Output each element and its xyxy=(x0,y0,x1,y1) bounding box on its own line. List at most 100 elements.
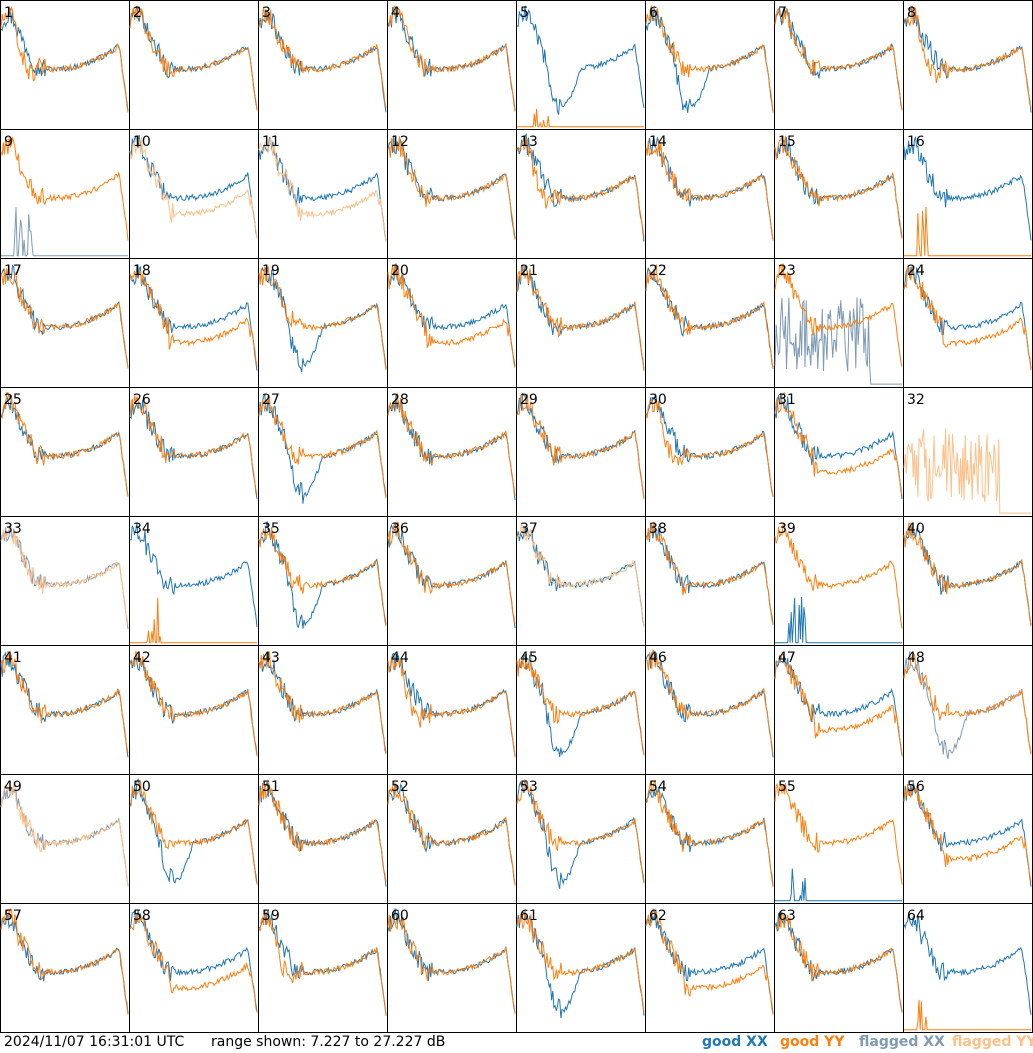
series-yy-line xyxy=(387,911,516,1014)
panel-frame xyxy=(129,516,259,646)
series-xx-line xyxy=(774,392,903,499)
panel-frame xyxy=(516,387,646,517)
series-xx-line xyxy=(903,913,1032,1015)
panel-31: 31 xyxy=(774,387,904,517)
panel-6: 6 xyxy=(645,0,775,130)
series-xx-line xyxy=(903,265,1032,369)
panel-label: 60 xyxy=(391,908,409,924)
panel-21: 21 xyxy=(516,258,646,388)
panel-label: 24 xyxy=(907,263,925,279)
panel-label: 14 xyxy=(649,134,667,150)
panel-frame xyxy=(387,0,517,130)
panel-59: 59 xyxy=(258,903,388,1033)
panel-label: 3 xyxy=(262,5,271,21)
series-yy-line xyxy=(774,391,903,495)
panel-53: 53 xyxy=(516,774,646,904)
panel-frame xyxy=(387,129,517,259)
series-xx-line xyxy=(258,909,387,1015)
series-xx-line xyxy=(129,522,258,627)
panel-frame xyxy=(0,387,130,517)
series-xx-line xyxy=(774,297,902,385)
panel-frame xyxy=(774,774,904,904)
series-yy-line xyxy=(258,526,387,627)
panel-frame xyxy=(903,258,1033,388)
panel-frame xyxy=(774,258,904,388)
panel-label: 20 xyxy=(391,263,409,279)
panel-label: 16 xyxy=(907,134,925,150)
panel-label: 56 xyxy=(907,779,925,795)
series-yy-line xyxy=(387,264,516,368)
series-yy-line xyxy=(130,597,257,644)
panel-57: 57 xyxy=(0,903,130,1033)
series-yy-line xyxy=(0,5,129,113)
series-yy-line xyxy=(903,652,1032,755)
series-yy-line xyxy=(645,399,774,498)
panel-label: 28 xyxy=(391,392,409,408)
panel-frame xyxy=(258,0,388,130)
series-yy-line xyxy=(903,522,1032,627)
panel-56: 56 xyxy=(903,774,1033,904)
panel-frame xyxy=(129,129,259,259)
series-yy-line xyxy=(645,908,774,1015)
panel-label: 2 xyxy=(133,5,142,21)
panel-frame xyxy=(645,774,775,904)
panel-40: 40 xyxy=(903,516,1033,646)
series-yy-line xyxy=(516,138,645,238)
series-xx-line xyxy=(516,526,645,626)
panel-label: 44 xyxy=(391,650,409,666)
panel-frame xyxy=(258,903,388,1033)
series-yy-line xyxy=(516,264,645,372)
panel-frame xyxy=(645,903,775,1033)
panel-label: 33 xyxy=(4,521,22,537)
series-xx-line xyxy=(775,868,902,902)
series-yy-line xyxy=(774,782,903,885)
panel-label: 52 xyxy=(391,779,409,795)
panel-2: 2 xyxy=(129,0,259,130)
series-yy-line xyxy=(645,521,774,626)
series-xx-line xyxy=(0,651,129,758)
series-xx-line xyxy=(645,522,774,624)
panel-10: 10 xyxy=(129,129,259,259)
series-xx-line xyxy=(516,264,645,370)
panel-label: 54 xyxy=(649,779,667,795)
panel-frame xyxy=(129,774,259,904)
panel-45: 45 xyxy=(516,645,646,775)
series-yy-line xyxy=(0,267,129,369)
panel-frame xyxy=(903,774,1033,904)
series-yy-line xyxy=(645,779,774,887)
panel-label: 34 xyxy=(133,521,151,537)
panel-label: 23 xyxy=(778,263,796,279)
panel-41: 41 xyxy=(0,645,130,775)
panel-frame xyxy=(258,645,388,775)
series-yy-line xyxy=(387,4,516,112)
series-yy-line xyxy=(903,783,1032,883)
panel-label: 42 xyxy=(133,650,151,666)
series-yy-line xyxy=(516,393,645,500)
panel-46: 46 xyxy=(645,645,775,775)
panel-label: 39 xyxy=(778,521,796,537)
panel-label: 12 xyxy=(391,134,409,150)
panel-label: 13 xyxy=(520,134,538,150)
panel-frame xyxy=(129,645,259,775)
legend-good-xx: good XX xyxy=(702,1034,768,1050)
series-yy-line xyxy=(0,391,129,497)
panel-label: 35 xyxy=(262,521,280,537)
series-yy-line xyxy=(129,650,258,757)
panel-label: 19 xyxy=(262,263,280,279)
panel-label: 45 xyxy=(520,650,538,666)
panel-19: 19 xyxy=(258,258,388,388)
panel-18: 18 xyxy=(129,258,259,388)
panel-label: 38 xyxy=(649,521,667,537)
panel-frame xyxy=(516,129,646,259)
panel-label: 62 xyxy=(649,908,667,924)
series-xx-line xyxy=(774,655,903,756)
panel-frame xyxy=(516,516,646,646)
panel-43: 43 xyxy=(258,645,388,775)
panel-label: 1 xyxy=(4,5,13,21)
series-yy-line xyxy=(774,910,903,1013)
series-xx-line xyxy=(775,596,902,644)
panel-50: 50 xyxy=(129,774,259,904)
series-yy-line xyxy=(129,780,258,885)
series-yy-line xyxy=(258,266,387,370)
panel-frame xyxy=(387,387,517,517)
